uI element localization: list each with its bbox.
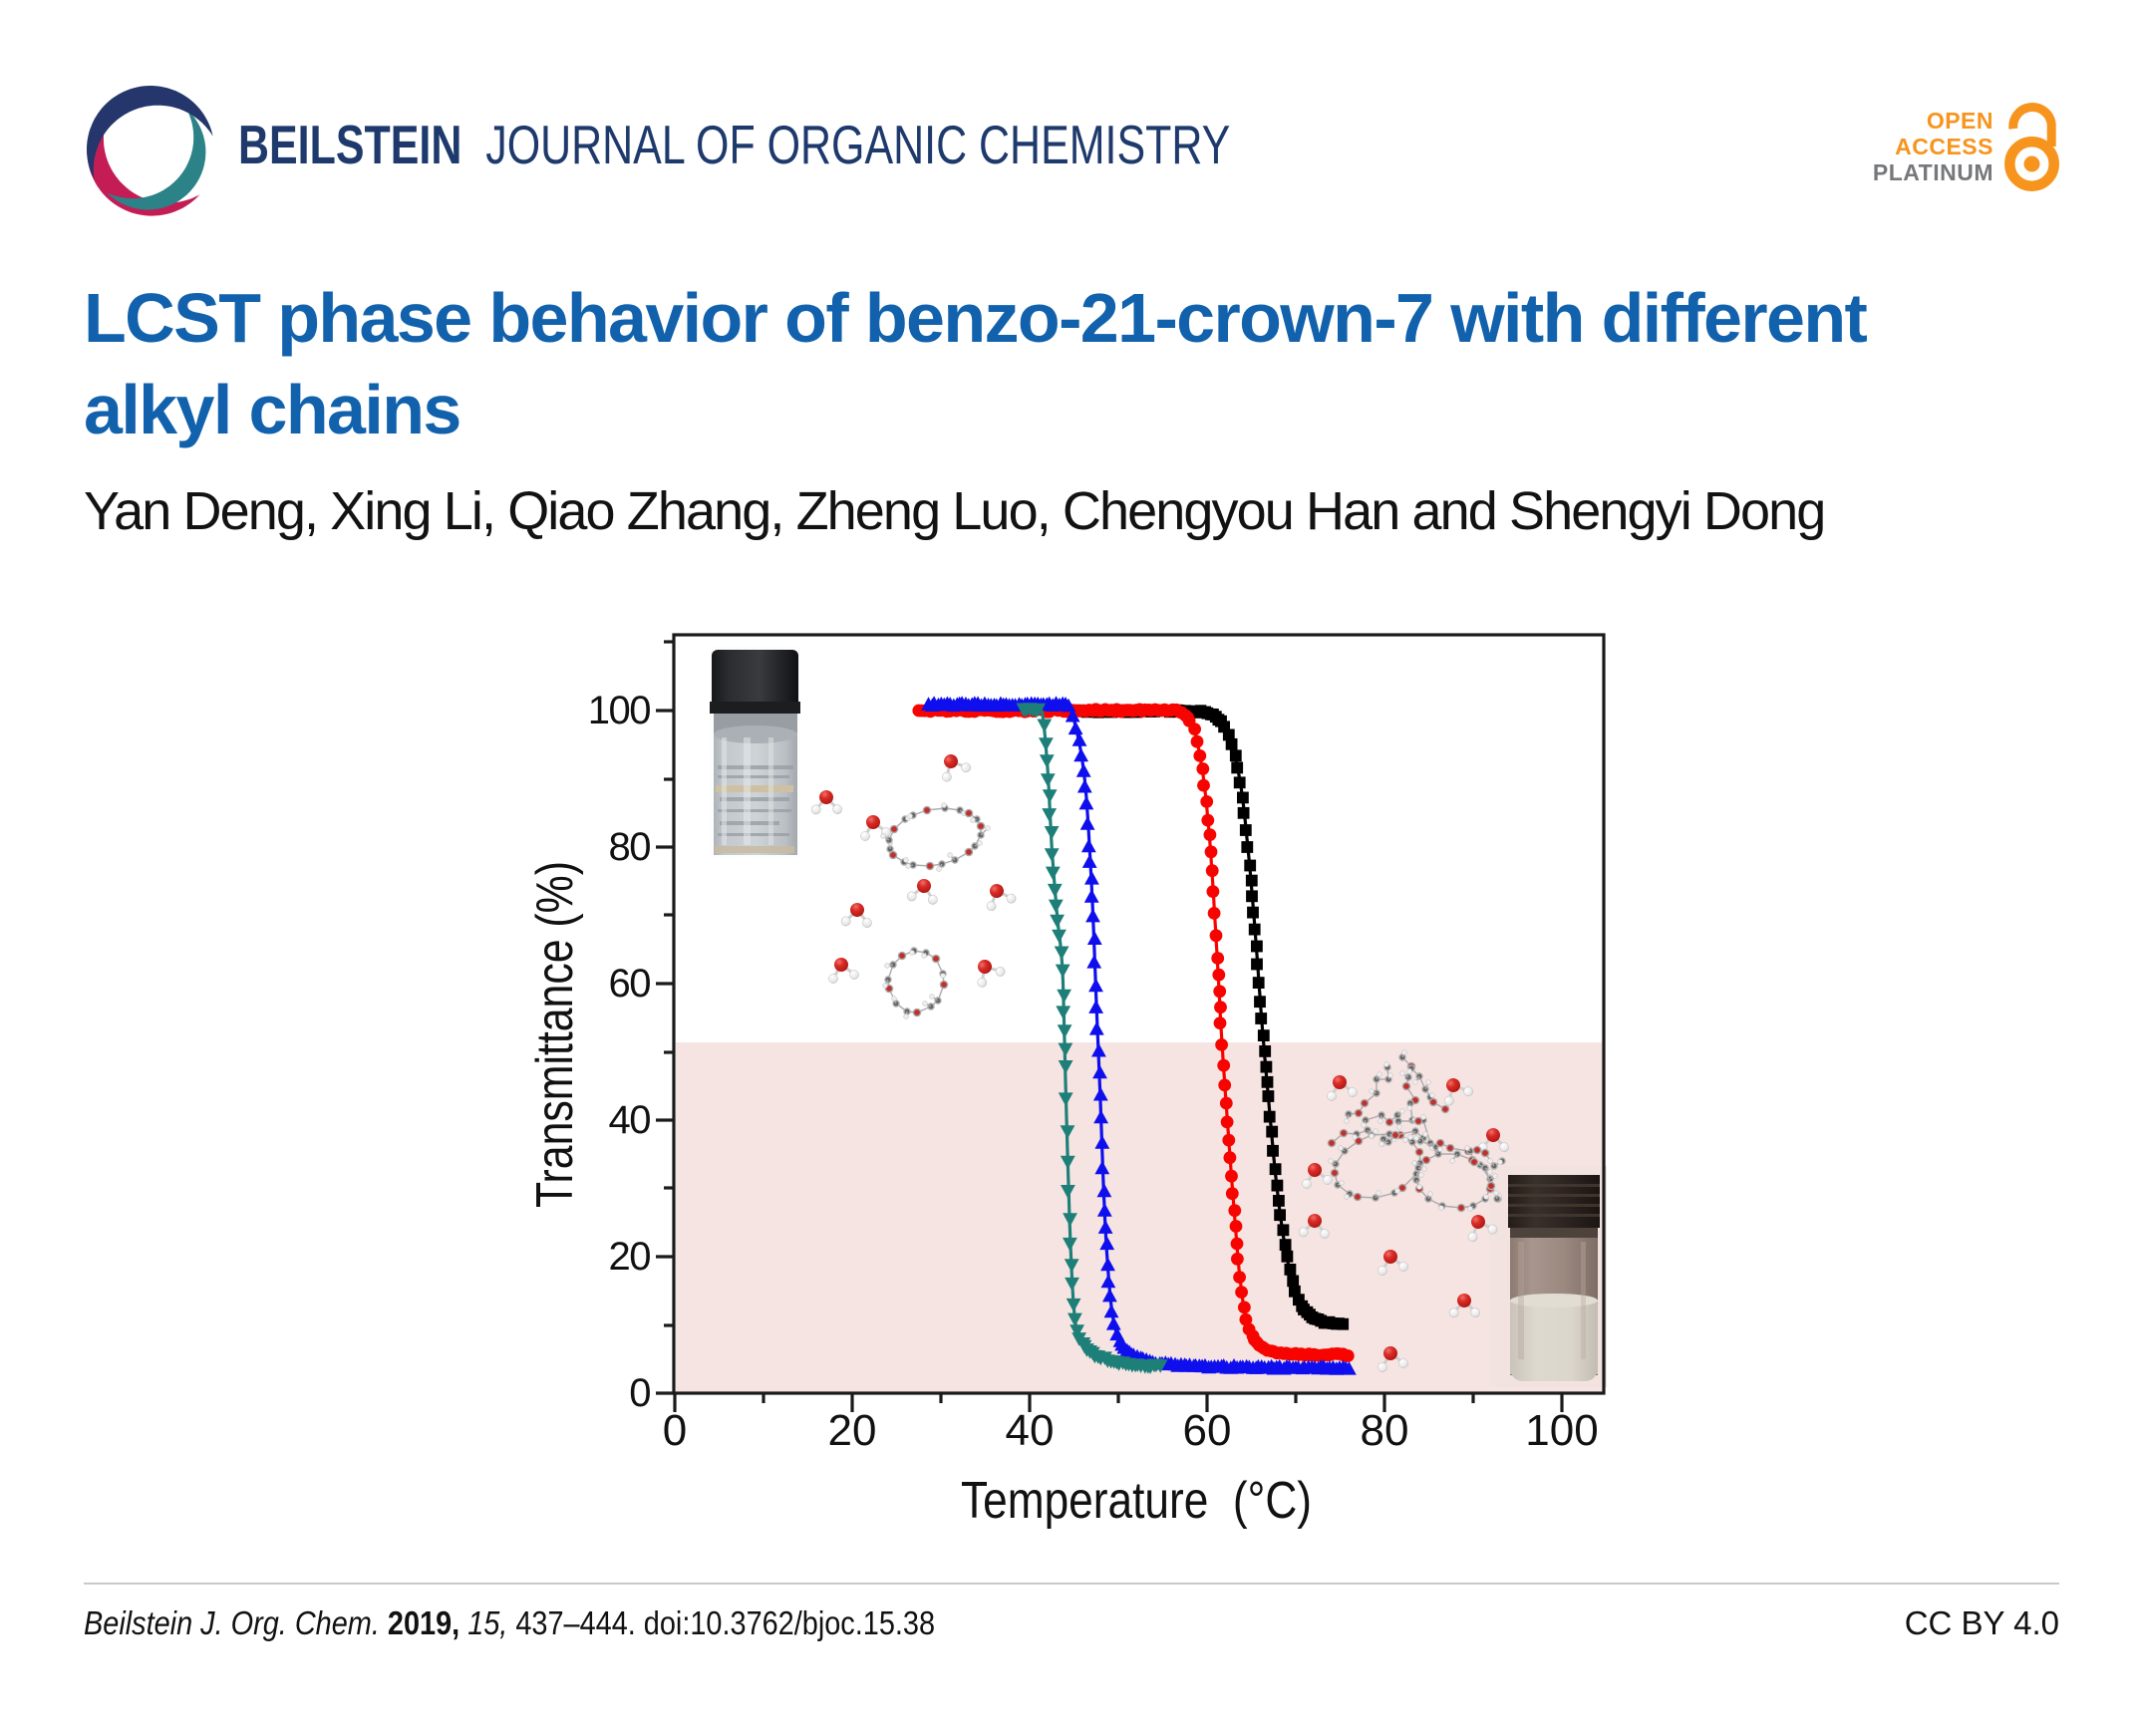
svg-text:0: 0 <box>663 1406 687 1455</box>
svg-text:100: 100 <box>588 689 650 732</box>
svg-text:80: 80 <box>609 825 651 869</box>
svg-text:0: 0 <box>629 1371 650 1415</box>
svg-text:Transmittance (%): Transmittance (%) <box>526 861 584 1208</box>
svg-text:40: 40 <box>1006 1406 1055 1455</box>
svg-text:20: 20 <box>828 1406 877 1455</box>
svg-text:60: 60 <box>1183 1406 1232 1455</box>
svg-text:60: 60 <box>609 962 651 1006</box>
svg-text:40: 40 <box>609 1098 651 1142</box>
svg-text:80: 80 <box>1361 1406 1409 1455</box>
svg-text:100: 100 <box>1525 1406 1598 1455</box>
svg-text:20: 20 <box>609 1235 651 1279</box>
svg-text:Temperature (°C): Temperature (°C) <box>961 1472 1312 1530</box>
